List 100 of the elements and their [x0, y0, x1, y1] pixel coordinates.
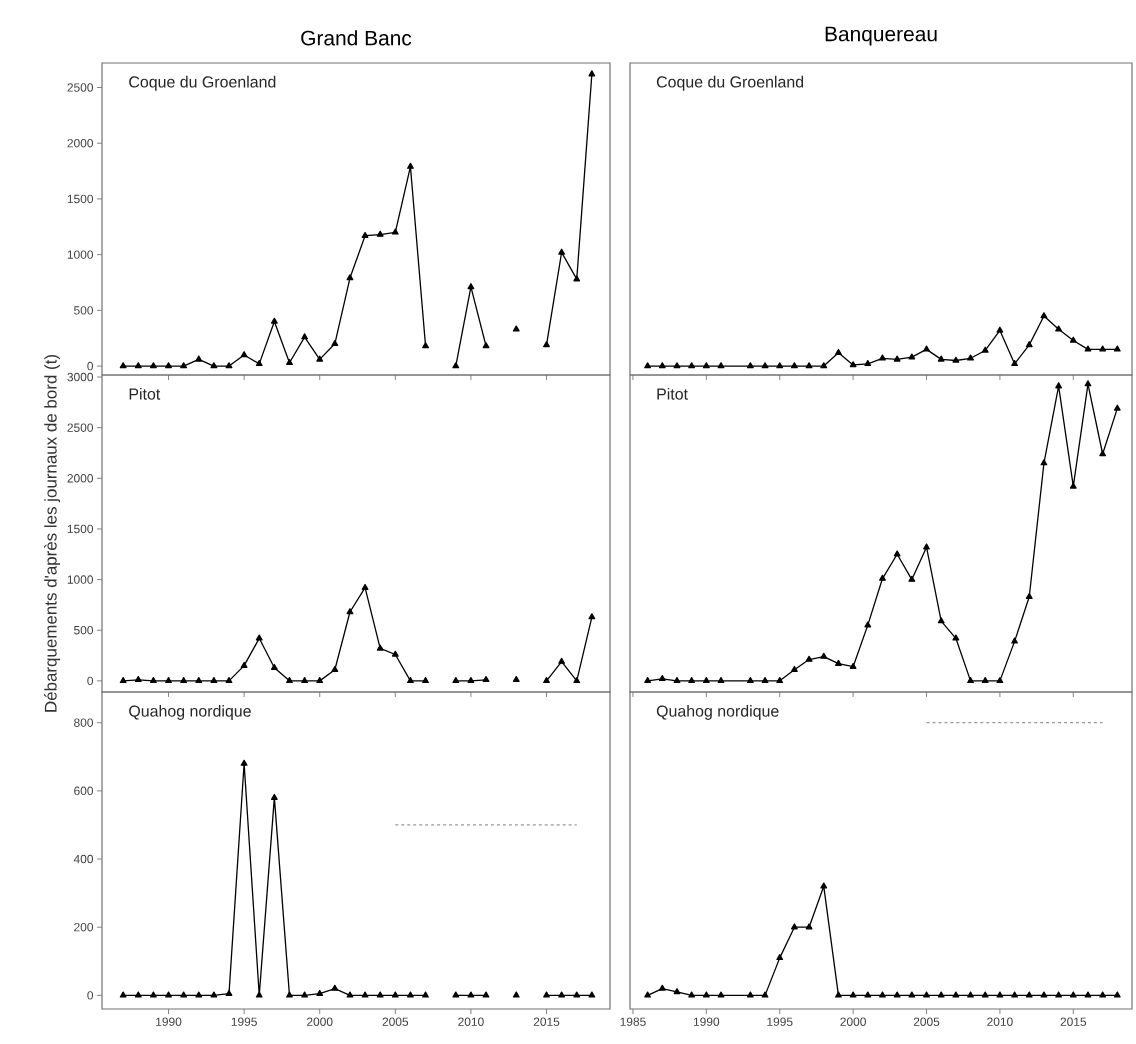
text: Quahog nordique — [129, 705, 251, 720]
point — [255, 634, 263, 641]
y-tick-label: 0 — [87, 361, 94, 371]
point — [688, 677, 696, 684]
point — [376, 230, 384, 237]
point — [346, 608, 354, 615]
point — [981, 346, 989, 353]
point — [702, 362, 710, 369]
point — [543, 341, 550, 348]
x-tick-label: 2015 — [1060, 1017, 1087, 1026]
point — [210, 677, 218, 684]
point — [331, 339, 339, 347]
point — [482, 991, 490, 998]
point — [981, 677, 989, 684]
point — [467, 283, 475, 290]
point — [588, 613, 596, 620]
point — [316, 989, 324, 996]
y-tick-label: 500 — [74, 306, 94, 315]
point — [673, 988, 681, 995]
point — [195, 991, 203, 998]
point — [240, 351, 248, 358]
point — [1011, 637, 1019, 644]
point — [923, 345, 930, 352]
point — [688, 362, 696, 369]
point — [746, 991, 754, 998]
point — [835, 348, 842, 355]
point — [573, 677, 581, 684]
point — [996, 991, 1004, 998]
point — [407, 677, 414, 684]
point — [195, 677, 203, 684]
y-tick-label: 800 — [74, 718, 94, 727]
point — [270, 793, 278, 800]
point — [180, 991, 188, 998]
point — [937, 617, 945, 624]
point — [1084, 345, 1092, 352]
y-tick-label: 200 — [74, 922, 94, 932]
text: Quahog nordique — [656, 705, 779, 720]
point — [422, 342, 429, 349]
point — [452, 677, 460, 684]
text: Coque du Groenland — [656, 75, 804, 91]
point — [1025, 592, 1033, 600]
point — [923, 543, 930, 550]
point — [225, 362, 233, 369]
y-tick-label: 0 — [87, 991, 94, 1000]
point — [134, 991, 142, 998]
point — [1055, 382, 1063, 389]
point — [210, 362, 218, 369]
point — [134, 362, 142, 369]
point — [301, 333, 309, 340]
point — [761, 677, 769, 684]
point — [361, 583, 369, 590]
point — [923, 991, 930, 998]
point — [149, 362, 157, 369]
point — [864, 991, 872, 998]
x-tick-label: 2005 — [382, 1017, 409, 1026]
point — [1011, 360, 1019, 367]
point — [391, 650, 399, 657]
point — [422, 991, 429, 998]
y-tick-label: 2500 — [67, 83, 94, 92]
point — [512, 991, 520, 998]
point — [893, 550, 901, 557]
x-tick-label: 1995 — [231, 1017, 257, 1026]
point — [952, 634, 960, 641]
point — [573, 275, 581, 282]
point — [270, 663, 278, 670]
point — [558, 991, 566, 998]
y-tick-label: 0 — [87, 676, 94, 686]
point — [967, 677, 974, 684]
point — [790, 665, 798, 672]
point — [331, 984, 339, 991]
point — [996, 677, 1004, 684]
point — [558, 657, 566, 664]
point — [1040, 312, 1048, 319]
point — [746, 362, 754, 369]
point — [240, 661, 248, 668]
point — [1040, 991, 1048, 998]
point — [644, 677, 652, 684]
point — [673, 677, 681, 684]
point — [376, 991, 384, 998]
point — [893, 355, 901, 362]
point — [717, 362, 725, 369]
point — [316, 677, 324, 684]
x-tick-label: 2015 — [533, 1017, 560, 1026]
point — [981, 991, 989, 998]
point — [805, 362, 813, 369]
point — [467, 677, 475, 684]
point — [1025, 991, 1033, 998]
point — [225, 677, 233, 684]
point — [688, 991, 696, 998]
point — [864, 360, 872, 367]
point — [119, 991, 127, 998]
point — [644, 362, 652, 369]
x-tick-label: 1990 — [156, 1017, 182, 1026]
y-tick-label: 400 — [73, 854, 94, 864]
point — [849, 361, 857, 368]
point — [879, 574, 886, 581]
point — [467, 991, 475, 998]
x-tick-label: 2010 — [987, 1017, 1013, 1026]
point — [937, 355, 945, 362]
point — [908, 575, 916, 582]
